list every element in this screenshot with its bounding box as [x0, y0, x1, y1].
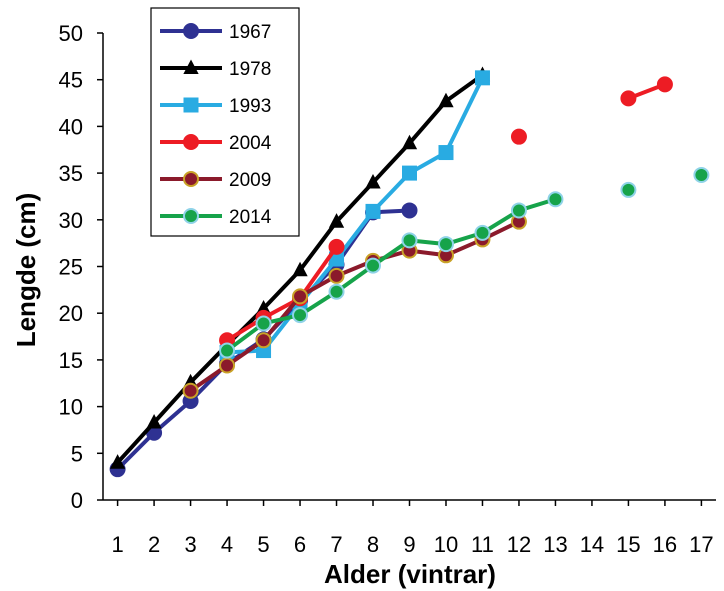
data-point — [146, 413, 162, 429]
data-point — [401, 134, 418, 150]
data-point — [402, 165, 417, 181]
data-point — [693, 166, 710, 183]
data-point — [474, 70, 490, 86]
legend-box — [150, 7, 300, 237]
data-point — [219, 342, 236, 359]
x-tick-label: 9 — [403, 532, 415, 557]
data-point — [328, 238, 345, 255]
y-tick-label: 10 — [59, 395, 83, 420]
data-point — [292, 307, 309, 324]
series-line — [189, 219, 520, 393]
data-point — [656, 76, 673, 93]
data-point — [620, 181, 637, 198]
data-point — [183, 97, 199, 113]
legend-label: 1978 — [229, 59, 271, 80]
data-point — [255, 332, 272, 349]
series-2009 — [182, 213, 527, 399]
data-point — [328, 213, 345, 228]
y-tick-label: 15 — [59, 348, 83, 373]
y-tick-label: 0 — [71, 488, 83, 513]
x-tick-label: 15 — [616, 532, 640, 557]
data-point — [620, 90, 637, 107]
data-point — [365, 257, 382, 274]
y-tick-label: 45 — [59, 68, 83, 93]
data-point — [510, 128, 527, 145]
data-point — [183, 23, 199, 39]
x-tick-label: 8 — [367, 532, 379, 557]
legend-label: 2009 — [229, 170, 271, 191]
data-point — [328, 267, 345, 284]
data-point — [292, 261, 308, 277]
legend-label: 2004 — [229, 133, 272, 154]
data-point — [109, 454, 126, 469]
x-tick-label: 10 — [434, 532, 458, 557]
legend-label: 1967 — [229, 22, 271, 43]
x-tick-label: 2 — [148, 532, 160, 557]
data-point — [474, 224, 491, 241]
y-tick-label: 5 — [71, 441, 83, 466]
data-point — [365, 173, 381, 189]
data-point — [183, 134, 199, 150]
legend-label: 2014 — [229, 207, 272, 228]
x-tick-label: 1 — [111, 532, 123, 557]
y-tick-label: 35 — [59, 161, 83, 186]
y-tick-label: 30 — [59, 208, 83, 233]
data-point — [255, 315, 272, 332]
data-point — [510, 202, 527, 219]
series-2014 — [219, 166, 710, 359]
axes — [97, 32, 716, 506]
data-point — [183, 171, 199, 187]
x-tick-label: 11 — [471, 532, 494, 557]
x-tick-label: 14 — [580, 532, 604, 557]
series-line — [225, 197, 557, 353]
data-point — [219, 357, 236, 374]
x-tick-label: 4 — [221, 532, 233, 557]
data-point — [365, 203, 381, 219]
legend: 1967 1978 1993 2004 2009 2014 — [150, 7, 300, 237]
data-point — [182, 382, 199, 399]
data-point — [437, 236, 454, 253]
data-point — [328, 283, 345, 300]
series-layer — [109, 66, 710, 478]
legend-label: 1993 — [229, 96, 271, 117]
x-axis-title: Alder (vintrar) — [324, 559, 496, 589]
x-tick-label: 12 — [507, 532, 531, 557]
data-point — [547, 191, 564, 208]
y-tick-label: 50 — [59, 21, 83, 46]
x-tick-label: 17 — [689, 532, 713, 557]
data-point — [183, 59, 199, 75]
x-tick-label: 7 — [330, 532, 342, 557]
y-tick-label: 40 — [59, 114, 83, 139]
series-line — [226, 245, 339, 342]
data-point — [401, 232, 418, 249]
data-point — [183, 208, 199, 224]
data-point — [401, 202, 418, 219]
x-tick-label: 6 — [294, 532, 306, 557]
y-axis-title: Lengde (cm) — [11, 193, 41, 348]
data-point — [438, 145, 454, 161]
y-tick-label: 20 — [59, 301, 83, 326]
data-point — [438, 92, 454, 108]
x-tick-label: 5 — [257, 532, 269, 557]
x-tick-label: 3 — [184, 532, 196, 557]
x-tick-label: 16 — [653, 532, 677, 557]
x-tick-label: 13 — [543, 532, 567, 557]
y-tick-label: 25 — [59, 255, 83, 280]
data-point — [292, 288, 309, 305]
